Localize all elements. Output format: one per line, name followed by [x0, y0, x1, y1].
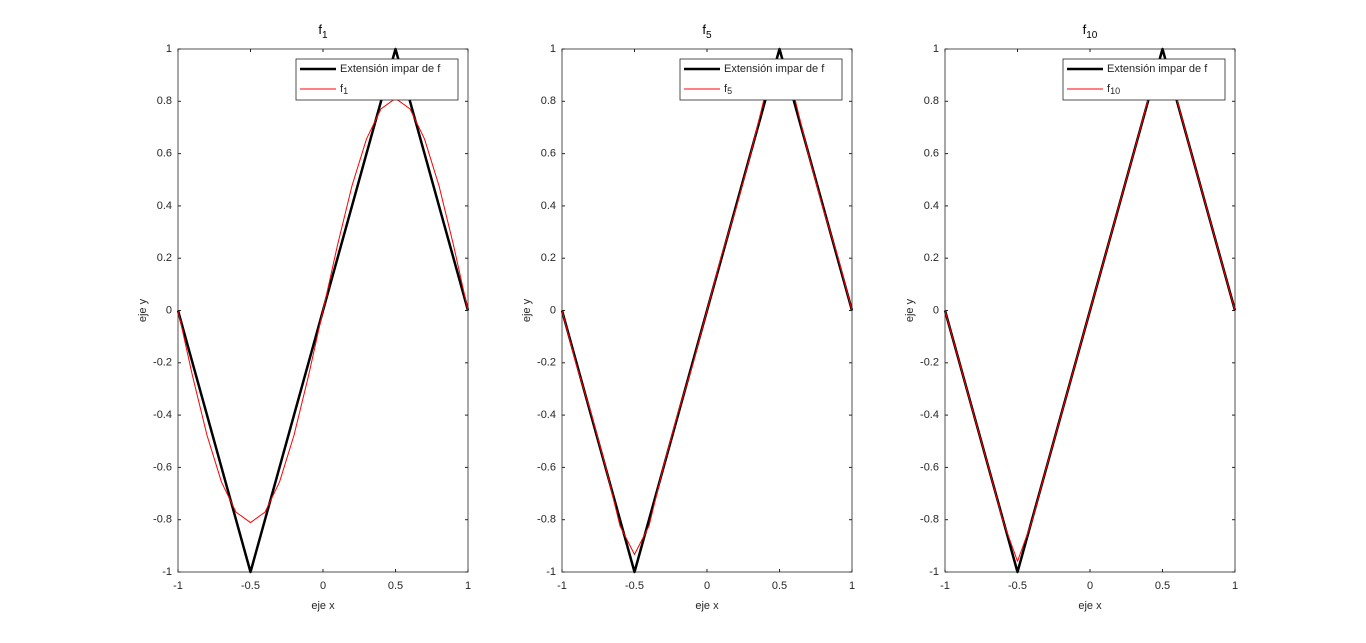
y-tick-label: -0.2: [920, 357, 939, 369]
y-tick-label: -0.4: [153, 409, 172, 421]
y-tick-label: -0.2: [537, 357, 556, 369]
x-tick-label: -1: [173, 580, 183, 592]
legend-name: f: [724, 83, 728, 95]
y-tick-label: -0.2: [153, 357, 172, 369]
x-tick-label: 0.5: [388, 580, 403, 592]
chart-title: f1: [318, 22, 328, 40]
legend-label: f5: [724, 83, 732, 96]
axes-frame: [561, 48, 853, 573]
y-tick-label: -0.8: [153, 514, 172, 526]
legend-label: Extensión impar de f: [724, 63, 825, 75]
y-tick-label: -1: [546, 566, 556, 578]
y-tick-label: 0.6: [924, 148, 939, 160]
y-tick-label: 0.4: [541, 200, 556, 212]
legend-subscript: 10: [1110, 86, 1120, 96]
y-tick-label: -0.6: [537, 461, 556, 473]
x-tick-label: -0.5: [241, 580, 260, 592]
series-line: [944, 59, 1236, 562]
y-tick-label: 0: [933, 304, 939, 316]
y-tick-label: 1: [166, 43, 172, 55]
x-tick-label: -1: [557, 580, 567, 592]
y-tick-label: -0.8: [537, 514, 556, 526]
legend-box: [679, 58, 843, 101]
y-tick-label: 0: [166, 304, 172, 316]
y-tick-label: -0.6: [153, 461, 172, 473]
y-tick-label: 1: [550, 43, 556, 55]
chart-title: f5: [702, 22, 712, 40]
x-tick-label: 1: [1232, 580, 1238, 592]
subplot: -1 -0.8 -0.6 -0.4 -0.2 0 0.2 0.4 0.6 0.8 1 -1 -0.5 0 0…: [137, 22, 471, 611]
subplot: -1 -0.8 -0.6 -0.4 -0.2 0 0.2 0.4 0.6 0.8 1 -1 -0.5 0 0…: [904, 22, 1238, 611]
y-tick-label: 0.4: [924, 200, 939, 212]
y-tick-label: -1: [162, 566, 172, 578]
y-tick-label: -0.4: [920, 409, 939, 421]
x-tick-label: -1: [940, 580, 950, 592]
legend-label: Extensión impar de f: [340, 63, 441, 75]
y-tick-label: 0: [550, 304, 556, 316]
x-axis-label: eje x: [695, 600, 719, 612]
axes-frame: [944, 48, 1236, 573]
x-axis-label: eje x: [311, 600, 335, 612]
y-tick-label: 1: [933, 43, 939, 55]
y-tick-label: 0.2: [157, 252, 172, 264]
y-tick-label: 0.2: [924, 252, 939, 264]
legend-name: f: [1107, 83, 1111, 95]
series-line: [561, 66, 853, 555]
y-tick-label: 0.6: [541, 148, 556, 160]
legend-box: [295, 58, 459, 101]
y-axis-label: eje y: [521, 298, 533, 322]
title-subscript: 1: [322, 30, 328, 41]
x-tick-label: -0.5: [625, 580, 644, 592]
y-tick-label: 0.8: [157, 95, 172, 107]
title-subscript: 5: [706, 30, 712, 41]
x-tick-label: 1: [849, 580, 855, 592]
title-text: f: [1083, 22, 1087, 37]
y-tick-label: -0.4: [537, 409, 556, 421]
axes-frame: [177, 48, 469, 573]
legend-name: Extensión impar de f: [340, 63, 441, 75]
title-text: f: [702, 22, 706, 37]
y-tick-label: -1: [929, 566, 939, 578]
series-line: [177, 97, 469, 524]
title-text: f: [318, 22, 322, 37]
legend-subscript: 5: [727, 86, 732, 96]
x-tick-label: 0.5: [1155, 580, 1170, 592]
y-tick-label: 0.8: [541, 95, 556, 107]
x-tick-label: 1: [465, 580, 471, 592]
y-axis-label: eje y: [137, 298, 149, 322]
y-tick-label: -0.6: [920, 461, 939, 473]
legend-subscript: 1: [343, 86, 348, 96]
x-tick-label: 0: [320, 580, 326, 592]
legend-name: Extensión impar de f: [1107, 63, 1208, 75]
chart-title: f10: [1083, 22, 1098, 40]
x-tick-label: 0.5: [772, 580, 787, 592]
title-subscript: 10: [1086, 30, 1098, 41]
legend-label: f1: [340, 83, 348, 96]
x-tick-label: 0: [704, 580, 710, 592]
y-tick-label: 0.2: [541, 252, 556, 264]
x-tick-label: 0: [1087, 580, 1093, 592]
legend-label: f10: [1107, 83, 1120, 96]
legend-label: Extensión impar de f: [1107, 63, 1208, 75]
subplot: -1 -0.8 -0.6 -0.4 -0.2 0 0.2 0.4 0.6 0.8 1 -1 -0.5 0 0…: [521, 22, 855, 611]
y-tick-label: 0.6: [157, 148, 172, 160]
legend-name: Extensión impar de f: [724, 63, 825, 75]
x-axis-label: eje x: [1078, 600, 1102, 612]
legend-box: [1062, 58, 1226, 101]
y-tick-label: 0.4: [157, 200, 172, 212]
y-axis-label: eje y: [904, 298, 916, 322]
y-tick-label: -0.8: [920, 514, 939, 526]
legend-name: f: [340, 83, 344, 95]
y-tick-label: 0.8: [924, 95, 939, 107]
x-tick-label: -0.5: [1008, 580, 1027, 592]
